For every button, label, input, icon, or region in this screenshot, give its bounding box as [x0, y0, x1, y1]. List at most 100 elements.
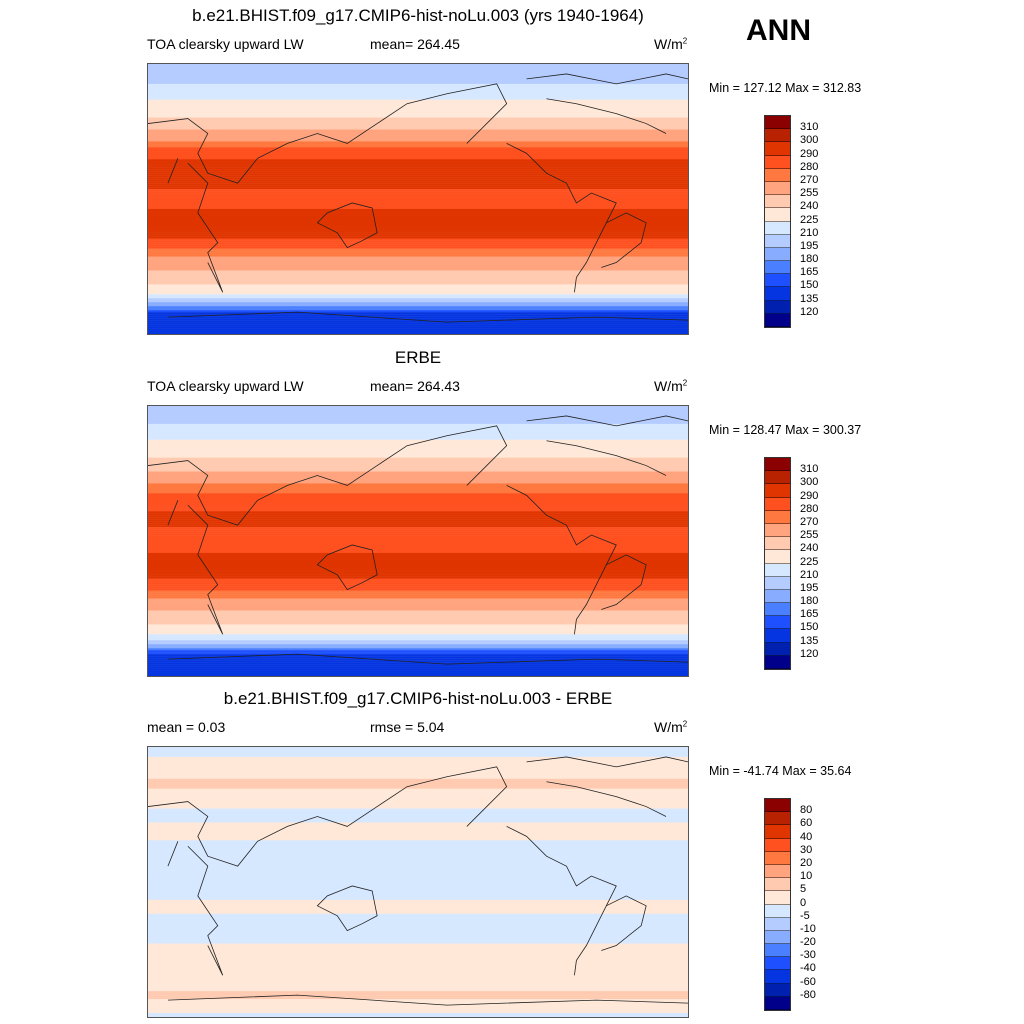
contour-band — [148, 762, 688, 766]
contour-band — [148, 832, 688, 835]
left-label: mean = 0.03 — [147, 719, 226, 735]
contour-band — [148, 179, 688, 182]
colorbar-box — [765, 274, 790, 288]
coastline — [167, 994, 688, 1006]
contour-band — [148, 493, 688, 496]
colorbar-box — [765, 129, 790, 143]
contour-band — [148, 979, 688, 982]
units-text: W/m — [654, 36, 683, 52]
contour-band — [148, 646, 688, 649]
contour-band — [148, 556, 688, 560]
contour-band — [148, 1015, 688, 1017]
colorbar-tick-label: 195 — [800, 239, 819, 252]
colorbar-box — [765, 261, 790, 275]
contour-band — [148, 586, 688, 589]
contour-band — [148, 485, 688, 488]
contour-band — [148, 838, 688, 841]
contour-band — [148, 292, 688, 295]
contour-band — [148, 788, 688, 791]
contour-band — [148, 300, 688, 303]
contour-band — [148, 507, 688, 510]
coastline — [167, 158, 224, 293]
contour-band — [148, 552, 688, 556]
contour-band — [148, 616, 688, 619]
contour-band — [148, 618, 688, 621]
contour-band — [148, 917, 688, 920]
contour-band — [148, 872, 688, 875]
contour-band — [148, 933, 688, 936]
contour-band — [148, 889, 688, 893]
units-text: W/m — [654, 378, 683, 394]
coastline — [167, 311, 688, 323]
contour-band — [148, 533, 688, 536]
contour-band — [148, 965, 688, 968]
contour-band — [148, 622, 688, 625]
contour-band — [148, 822, 688, 825]
contour-band — [148, 852, 688, 855]
contour-band — [148, 127, 688, 130]
contour-band — [148, 193, 688, 196]
contour-band — [148, 554, 688, 558]
contour-band — [148, 548, 688, 552]
contour-band — [148, 941, 688, 944]
contour-band — [148, 145, 688, 148]
contour-band — [148, 527, 688, 530]
contour-band — [148, 177, 688, 180]
contour-band — [148, 844, 688, 847]
contour-band — [148, 216, 688, 220]
colorbar-tick-label: 300 — [800, 476, 819, 489]
colorbar-tick-label: -10 — [800, 922, 816, 935]
contour-band — [148, 1005, 688, 1008]
contour-band — [148, 764, 688, 768]
colorbar-tick-label: 225 — [800, 555, 819, 568]
contour-band — [148, 435, 688, 438]
contour-band — [148, 961, 688, 964]
colorbar-tick-label: -80 — [800, 988, 816, 1001]
contour-band — [148, 139, 688, 142]
contour-band — [148, 870, 688, 873]
contour-band — [148, 885, 688, 889]
contour-band — [148, 433, 688, 436]
contour-band — [148, 562, 688, 566]
contour-band — [148, 909, 688, 912]
contour-band — [148, 222, 688, 226]
colorbar-tick-label: 30 — [800, 843, 813, 856]
contour-band — [148, 921, 688, 924]
contour-band — [148, 469, 688, 472]
contour-band — [148, 79, 688, 83]
contour-band — [148, 208, 688, 212]
colorbar-box — [765, 510, 790, 524]
contour-band — [148, 509, 688, 512]
contour-band — [148, 919, 688, 922]
contour-band — [148, 812, 688, 815]
contour-band — [148, 786, 688, 789]
contour-band — [148, 278, 688, 281]
contour-band — [148, 447, 688, 450]
contour-band — [148, 790, 688, 793]
contour-band — [148, 477, 688, 480]
contour-band — [148, 322, 688, 325]
panel-title: ERBE — [394, 348, 442, 367]
contour-band — [148, 461, 688, 464]
contour-band — [148, 632, 688, 635]
contour-band — [148, 935, 688, 938]
contour-band — [148, 85, 688, 89]
min-max-label: Min = -41.74 Max = 35.64 — [709, 764, 852, 778]
contour-band — [148, 453, 688, 456]
contour-band — [148, 135, 688, 138]
contour-band — [148, 236, 688, 239]
contour-band — [148, 614, 688, 617]
contour-band — [148, 306, 688, 309]
contour-band — [148, 939, 688, 942]
coastline — [526, 756, 688, 817]
contour-band — [148, 539, 688, 542]
contour-band — [148, 91, 688, 94]
contour-band — [148, 330, 688, 333]
contour-band — [148, 199, 688, 202]
contour-band — [148, 772, 688, 775]
contour-band — [148, 103, 688, 106]
contour-band — [148, 97, 688, 100]
contour-band — [148, 328, 688, 331]
contour-band — [148, 794, 688, 797]
colorbar-tick-label: 270 — [800, 515, 819, 528]
